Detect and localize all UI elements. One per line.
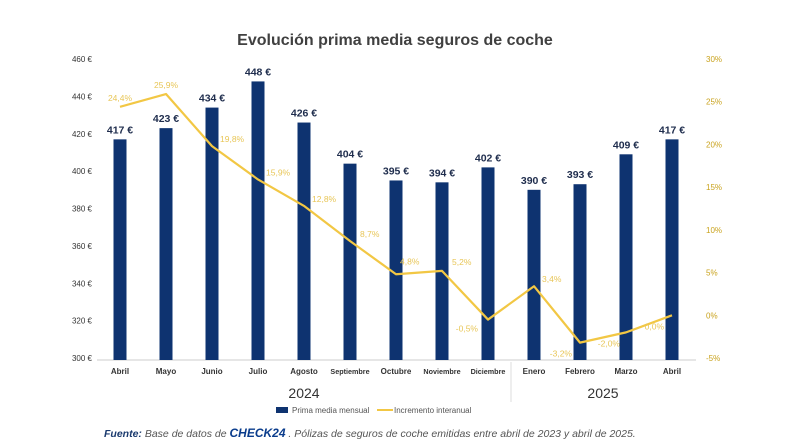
bar bbox=[619, 154, 633, 360]
category-label: Febrero bbox=[565, 367, 595, 376]
line-data-label: 25,9% bbox=[154, 80, 179, 90]
line-series bbox=[119, 92, 673, 344]
left-axis-tick: 380 € bbox=[72, 205, 93, 214]
bar bbox=[481, 167, 495, 360]
bar-data-label: 409 € bbox=[613, 139, 639, 151]
line-data-label: -3,2% bbox=[550, 349, 573, 359]
right-axis-tick: 0% bbox=[706, 311, 718, 320]
right-axis-tick: 10% bbox=[706, 226, 722, 235]
line-data-label: 24,4% bbox=[108, 93, 133, 103]
bar bbox=[113, 139, 127, 360]
left-axis-tick: 340 € bbox=[72, 279, 93, 288]
bar bbox=[297, 122, 311, 360]
right-axis-tick: 30% bbox=[706, 55, 722, 64]
category-label: Octubre bbox=[381, 367, 412, 376]
bar bbox=[527, 189, 541, 360]
legend-bar-label: Prima media mensual bbox=[292, 406, 370, 415]
bar-data-label: 402 € bbox=[475, 152, 501, 164]
year-label: 2025 bbox=[587, 385, 618, 401]
bar bbox=[205, 107, 219, 361]
bar-data-label: 426 € bbox=[291, 108, 317, 120]
line-data-label: -2,0% bbox=[598, 338, 621, 348]
left-axis-tick: 360 € bbox=[72, 242, 93, 251]
legend-bar-swatch bbox=[276, 407, 288, 413]
bar bbox=[251, 81, 265, 361]
left-axis-tick: 400 € bbox=[72, 167, 93, 176]
left-axis-tick: 460 € bbox=[72, 55, 93, 64]
category-label: Enero bbox=[523, 367, 546, 376]
footnote-label: Fuente: bbox=[104, 428, 142, 440]
line-data-label: 0,0% bbox=[645, 321, 665, 331]
footnote-text-before: Base de datos de bbox=[141, 428, 230, 440]
category-label: Noviembre bbox=[423, 367, 460, 376]
left-axis-tick: 440 € bbox=[72, 92, 93, 101]
line-data-label: 15,9% bbox=[266, 167, 291, 177]
right-axis-tick: 25% bbox=[706, 98, 722, 107]
left-axis-tick: 300 € bbox=[72, 354, 93, 363]
line-data-label: 19,8% bbox=[220, 134, 245, 144]
footnote-text-after: . Pólizas de seguros de coche emitidas e… bbox=[285, 428, 636, 440]
category-label: Mayo bbox=[156, 367, 177, 376]
legend-line-label: Incremento interanual bbox=[394, 406, 472, 415]
right-axis-tick: 20% bbox=[706, 140, 722, 149]
right-axis-tick: 15% bbox=[706, 183, 722, 192]
category-label: Junio bbox=[201, 367, 222, 376]
right-axis-tick: -5% bbox=[706, 354, 720, 363]
right-axis-tick: 5% bbox=[706, 269, 718, 278]
line-data-label: 4,8% bbox=[400, 256, 420, 266]
year-label: 2024 bbox=[288, 385, 319, 401]
bar-data-label: 395 € bbox=[383, 165, 409, 177]
category-label: Septiembre bbox=[330, 367, 369, 376]
category-label: Abril bbox=[111, 367, 129, 376]
category-label: Marzo bbox=[614, 367, 637, 376]
line-data-label: -0,5% bbox=[456, 324, 479, 334]
bar-data-label: 390 € bbox=[521, 175, 547, 187]
category-label: Diciembre bbox=[471, 367, 506, 376]
bar bbox=[665, 139, 679, 360]
category-label: Abril bbox=[663, 367, 681, 376]
line-data-label: 12,8% bbox=[312, 194, 337, 204]
bar bbox=[159, 128, 173, 360]
left-axis-tick: 320 € bbox=[72, 317, 93, 326]
bar-data-label: 434 € bbox=[199, 93, 225, 105]
bar-data-label: 417 € bbox=[659, 124, 685, 136]
chart-title: Evolución prima media seguros de coche bbox=[237, 32, 553, 49]
bar-data-label: 417 € bbox=[107, 124, 133, 136]
bar-data-label: 423 € bbox=[153, 113, 179, 125]
left-axis-tick: 420 € bbox=[72, 130, 93, 139]
footnote: Fuente: Base de datos de CHECK24 . Póliz… bbox=[104, 426, 636, 440]
bar bbox=[573, 184, 587, 360]
check24-logo: CHECK24 bbox=[229, 426, 286, 440]
bar-data-label: 393 € bbox=[567, 169, 593, 181]
bar-data-label: 404 € bbox=[337, 149, 363, 161]
line-data-label: 8,7% bbox=[360, 229, 380, 239]
line-data-label: 3,4% bbox=[542, 274, 562, 284]
bar-data-label: 394 € bbox=[429, 167, 455, 179]
bar-data-label: 448 € bbox=[245, 66, 271, 78]
category-label: Agosto bbox=[290, 367, 318, 376]
line-data-label: 5,2% bbox=[452, 257, 472, 267]
category-label: Julio bbox=[249, 367, 268, 376]
bar bbox=[343, 163, 357, 360]
bar bbox=[389, 180, 403, 360]
